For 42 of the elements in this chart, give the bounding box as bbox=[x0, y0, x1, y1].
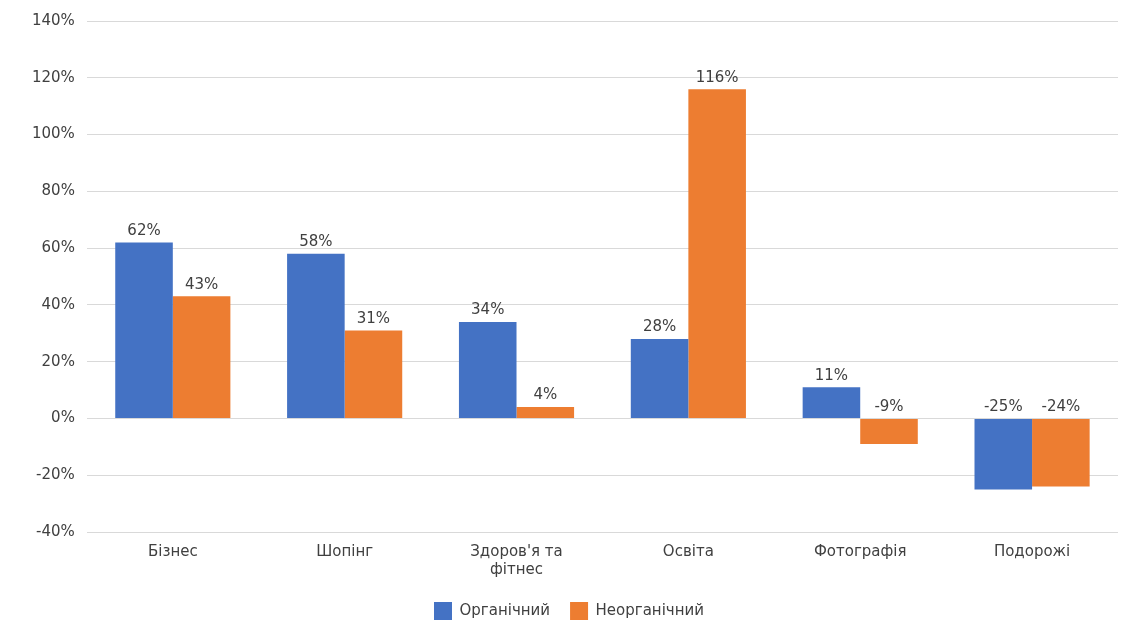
y-tick-label: 20% bbox=[41, 351, 75, 370]
y-tick-label: -20% bbox=[36, 465, 75, 484]
y-tick-label: 120% bbox=[31, 67, 75, 86]
y-tick-label: 60% bbox=[41, 238, 75, 256]
data-label: 28% bbox=[642, 317, 677, 336]
data-label: 116% bbox=[695, 67, 739, 86]
x-tick-label: Освіта bbox=[662, 541, 714, 560]
bar bbox=[287, 253, 345, 418]
x-tick-label: Подорожі bbox=[993, 541, 1071, 560]
bar bbox=[630, 338, 689, 418]
data-label: 4% bbox=[533, 385, 558, 404]
y-tick-label: -40% bbox=[36, 521, 75, 540]
legend-label: Органічний bbox=[459, 600, 551, 619]
x-tick-label: Шопінг bbox=[316, 541, 374, 560]
bar bbox=[974, 418, 1033, 490]
data-label: -25% bbox=[983, 397, 1023, 416]
bar bbox=[115, 242, 173, 418]
data-label: 62% bbox=[127, 220, 161, 239]
data-label: -9% bbox=[874, 397, 904, 416]
x-tick-label: Бізнес bbox=[147, 541, 198, 560]
bar bbox=[688, 89, 746, 418]
bar bbox=[1032, 418, 1090, 487]
bar bbox=[860, 418, 918, 444]
x-tick-label: Здоров'я та фітнес bbox=[470, 541, 563, 578]
bar bbox=[516, 407, 575, 418]
data-label: -24% bbox=[1041, 397, 1081, 416]
data-label: 43% bbox=[184, 274, 219, 293]
legend-label: Неорганічний bbox=[595, 600, 704, 619]
y-tick-label: 0% bbox=[51, 408, 75, 427]
data-label: 31% bbox=[356, 308, 391, 327]
data-label: 58% bbox=[299, 232, 333, 251]
bar bbox=[802, 387, 861, 418]
y-tick-label: 40% bbox=[41, 294, 75, 313]
y-tick-label: 80% bbox=[41, 181, 75, 200]
data-label: 11% bbox=[814, 365, 849, 384]
y-tick-label: 100% bbox=[31, 124, 75, 143]
bar bbox=[458, 321, 517, 418]
data-label: 34% bbox=[471, 300, 505, 319]
bar bbox=[172, 296, 231, 418]
x-tick-label: Фотографія bbox=[813, 541, 907, 560]
y-tick-label: 140% bbox=[31, 10, 75, 29]
bar bbox=[344, 330, 403, 418]
